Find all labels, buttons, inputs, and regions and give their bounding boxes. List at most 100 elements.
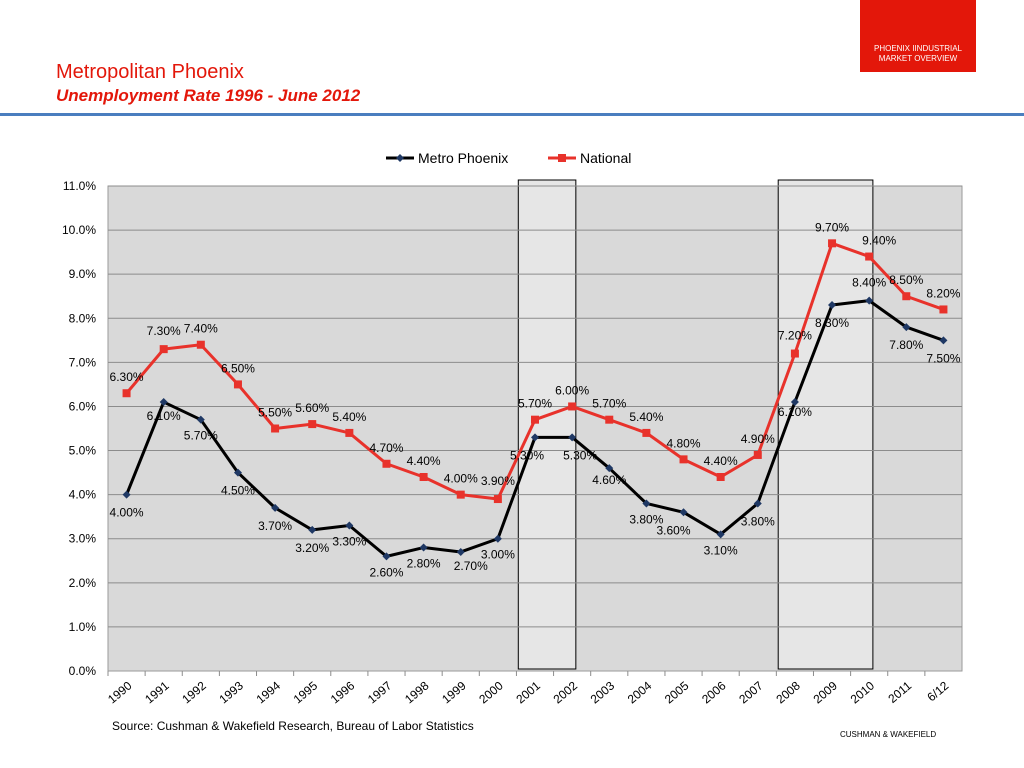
brand-box-line-2: MARKET OVERVIEW: [878, 54, 958, 63]
data-label-metro-phoenix: 4.50%: [221, 484, 255, 498]
data-point-metro-phoenix: [679, 508, 688, 517]
data-label-metro-phoenix: 7.80%: [889, 338, 923, 352]
legend-metro-phoenix-marker: [396, 154, 404, 162]
data-point-national: [233, 380, 242, 389]
y-tick-label: 0.0%: [69, 664, 97, 678]
data-label-national: 9.40%: [862, 234, 896, 248]
x-tick-label: 1995: [291, 678, 321, 706]
y-tick-label: 7.0%: [69, 355, 97, 369]
data-point-national: [679, 455, 688, 464]
x-tick-label: 2005: [662, 678, 692, 706]
data-point-national: [865, 252, 874, 261]
brand-box: PHOENIX IINDUSTRIAL MARKET OVERVIEW: [860, 0, 976, 72]
data-point-national: [568, 402, 577, 411]
y-tick-label: 4.0%: [69, 488, 97, 502]
data-point-national: [308, 420, 317, 429]
data-point-national: [382, 459, 391, 468]
data-point-national: [493, 495, 502, 504]
data-point-metro-phoenix: [382, 552, 391, 561]
data-label-national: 6.00%: [555, 383, 589, 397]
data-label-national: 8.50%: [889, 273, 923, 287]
page-title: Metropolitan Phoenix: [56, 61, 244, 83]
y-tick-label: 1.0%: [69, 620, 97, 634]
x-tick-label: 1990: [105, 678, 135, 706]
data-point-metro-phoenix: [828, 301, 837, 310]
data-point-national: [828, 239, 837, 248]
data-label-metro-phoenix: 2.80%: [407, 557, 441, 571]
data-label-metro-phoenix: 3.20%: [295, 541, 329, 555]
x-tick-label: 2008: [773, 678, 803, 706]
data-label-national: 6.50%: [221, 361, 255, 375]
data-label-metro-phoenix: 2.60%: [369, 565, 403, 579]
highlight-box-1: [517, 179, 577, 670]
y-tick-label: 8.0%: [69, 311, 97, 325]
data-point-metro-phoenix: [122, 490, 131, 499]
x-tick-label: 1998: [402, 678, 432, 706]
data-point-national: [605, 415, 614, 424]
data-point-national: [345, 428, 354, 437]
x-tick-label: 2011: [885, 678, 914, 706]
data-point-metro-phoenix: [568, 433, 577, 442]
data-label-national: 4.80%: [667, 436, 701, 450]
data-point-national: [531, 415, 539, 424]
brand-box-line-1: PHOENIX IINDUSTRIAL: [873, 44, 962, 53]
data-point-metro-phoenix: [642, 499, 651, 508]
y-tick-label: 11.0%: [63, 179, 96, 193]
x-tick-label: 2009: [811, 678, 841, 706]
data-point-metro-phoenix: [790, 398, 799, 407]
data-label-national: 4.90%: [741, 432, 775, 446]
data-label-metro-phoenix: 5.30%: [510, 448, 544, 462]
data-label-national: 3.90%: [481, 474, 515, 488]
data-point-national: [159, 345, 168, 354]
data-label-national: 7.30%: [147, 324, 181, 338]
y-tick-label: 6.0%: [69, 399, 97, 413]
data-label-national: 4.70%: [369, 441, 403, 455]
data-point-metro-phoenix: [531, 433, 539, 442]
data-point-national: [642, 428, 651, 437]
y-tick-label: 5.0%: [69, 444, 97, 458]
data-label-national: 6.30%: [110, 370, 144, 384]
data-label-national: 5.50%: [258, 406, 292, 420]
x-tick-label: 2001: [513, 678, 543, 706]
x-tick-label: 1993: [216, 678, 246, 706]
x-tick-label: 1997: [365, 678, 395, 706]
legend-national-label: National: [580, 150, 631, 166]
data-point-metro-phoenix: [493, 534, 502, 543]
data-label-metro-phoenix: 4.00%: [110, 506, 144, 520]
x-tick-label: 2000: [476, 678, 506, 706]
data-point-national: [196, 340, 205, 349]
data-point-metro-phoenix: [902, 323, 911, 332]
data-point-national: [939, 305, 948, 314]
data-label-metro-phoenix: 7.50%: [926, 351, 960, 365]
data-label-national: 5.40%: [629, 410, 663, 424]
y-tick-label: 3.0%: [69, 532, 97, 546]
data-label-metro-phoenix: 3.80%: [741, 514, 775, 528]
data-label-metro-phoenix: 8.40%: [852, 276, 886, 290]
data-point-metro-phoenix: [233, 468, 242, 477]
data-point-metro-phoenix: [865, 296, 874, 305]
data-label-national: 4.40%: [704, 454, 738, 468]
data-label-national: 4.00%: [444, 472, 478, 486]
header-divider: [0, 113, 1024, 116]
data-label-national: 8.20%: [926, 286, 960, 300]
data-point-national: [271, 424, 280, 433]
data-point-national: [716, 473, 725, 481]
data-point-national: [790, 349, 799, 358]
x-tick-label: 2004: [625, 678, 655, 706]
page-subtitle: Unemployment Rate 1996 - June 2012: [56, 86, 361, 105]
data-point-metro-phoenix: [605, 464, 614, 473]
data-label-national: 5.70%: [518, 397, 552, 411]
x-tick-label: 1999: [439, 678, 469, 706]
data-label-metro-phoenix: 6.10%: [147, 409, 181, 423]
data-label-national: 5.70%: [592, 397, 626, 411]
x-tick-label: 1991: [142, 678, 172, 706]
data-label-national: 9.70%: [815, 220, 849, 234]
x-tick-label: 2006: [699, 678, 729, 706]
data-label-metro-phoenix: 5.30%: [563, 448, 597, 462]
x-tick-label: 2003: [588, 678, 618, 706]
data-label-metro-phoenix: 3.00%: [481, 548, 515, 562]
data-label-national: 7.20%: [778, 329, 812, 343]
data-point-national: [902, 292, 911, 301]
x-tick-label: 1996: [328, 678, 358, 706]
